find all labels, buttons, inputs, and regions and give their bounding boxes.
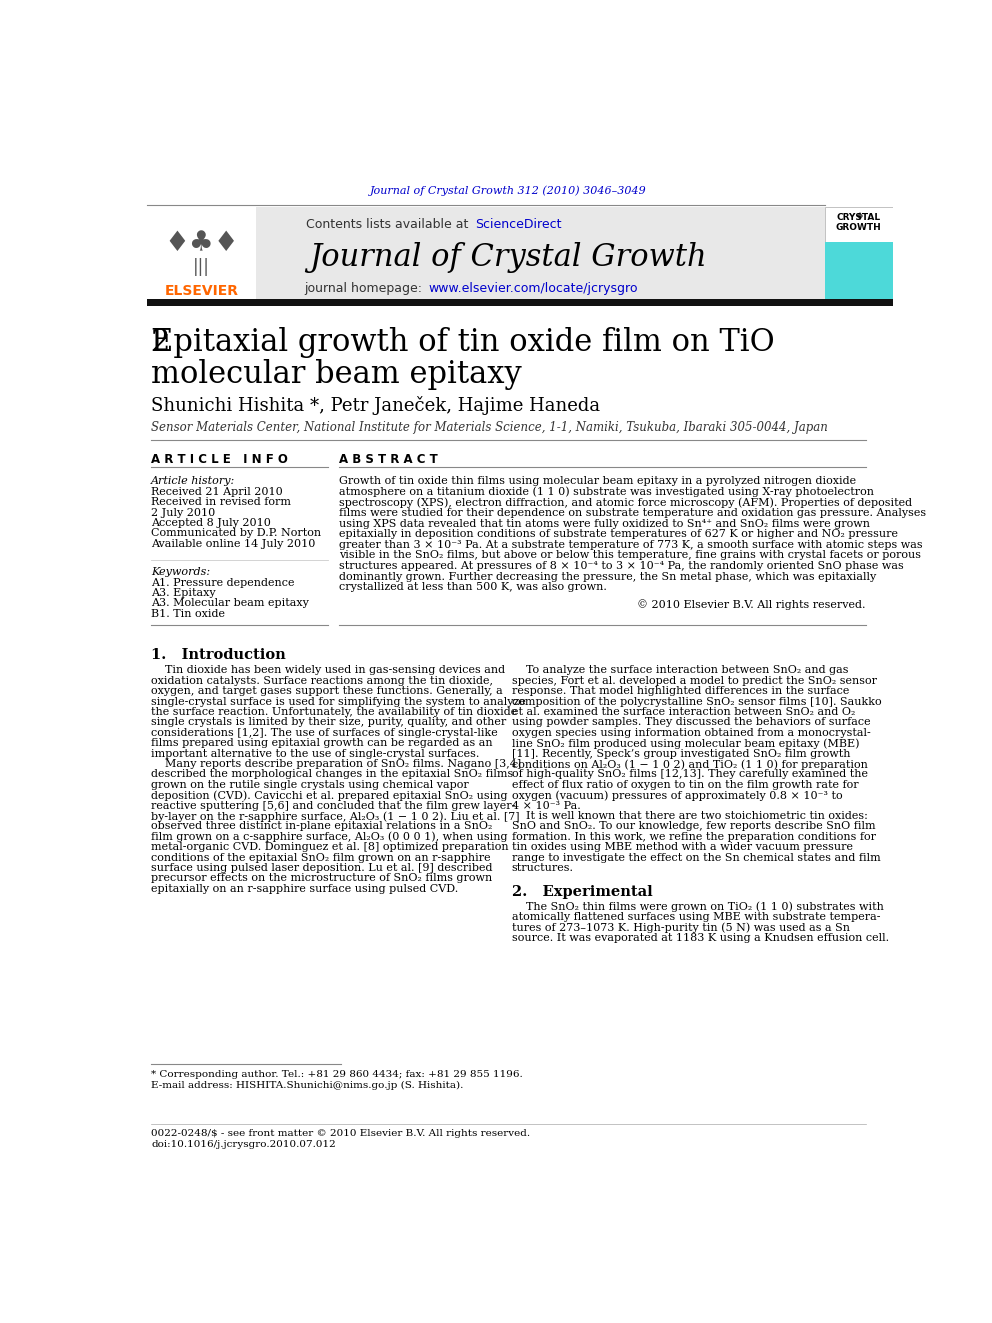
Text: oxidation catalysts. Surface reactions among the tin dioxide,: oxidation catalysts. Surface reactions a… [151, 676, 493, 685]
Text: observed three distinct in-plane epitaxial relations in a SnO₂: observed three distinct in-plane epitaxi… [151, 822, 492, 831]
Text: visible in the SnO₂ films, but above or below this temperature, fine grains with: visible in the SnO₂ films, but above or … [339, 550, 922, 561]
Text: atomically flattened surfaces using MBE with substrate tempera-: atomically flattened surfaces using MBE … [512, 912, 880, 922]
Text: Journal of Crystal Growth 312 (2010) 3046–3049: Journal of Crystal Growth 312 (2010) 304… [370, 185, 647, 196]
Text: www.elsevier.com/locate/jcrysgro: www.elsevier.com/locate/jcrysgro [429, 282, 638, 295]
Text: range to investigate the effect on the Sn chemical states and film: range to investigate the effect on the S… [512, 852, 880, 863]
Text: Communicated by D.P. Norton: Communicated by D.P. Norton [151, 528, 321, 538]
Text: using powder samples. They discussed the behaviors of surface: using powder samples. They discussed the… [512, 717, 870, 728]
Bar [147, 299, 893, 306]
Bar [147, 206, 825, 299]
Text: Many reports describe preparation of SnO₂ films. Nagano [3,4]: Many reports describe preparation of SnO… [151, 759, 522, 769]
Text: ♦♣♦: ♦♣♦ [165, 229, 239, 258]
Text: CRYSTAL
GROWTH: CRYSTAL GROWTH [836, 213, 882, 233]
Text: A3. Epitaxy: A3. Epitaxy [151, 587, 215, 598]
Text: composition of the polycrystalline SnO₂ sensor films [10]. Saukko: composition of the polycrystalline SnO₂ … [512, 697, 881, 706]
Text: ELSEVIER: ELSEVIER [165, 284, 238, 298]
Text: 2.   Experimental: 2. Experimental [512, 885, 653, 898]
Text: film grown on a c-sapphire surface, Al₂O₃ (0 0 0 1), when using: film grown on a c-sapphire surface, Al₂O… [151, 832, 508, 843]
Text: structures appeared. At pressures of 8 × 10⁻⁴ to 3 × 10⁻⁴ Pa, the randomly orien: structures appeared. At pressures of 8 ×… [339, 561, 904, 572]
Text: Received 21 April 2010: Received 21 April 2010 [151, 487, 283, 496]
Text: 4 × 10⁻³ Pa.: 4 × 10⁻³ Pa. [512, 800, 580, 811]
Bar [825, 242, 893, 299]
Text: B1. Tin oxide: B1. Tin oxide [151, 609, 225, 619]
Text: tures of 273–1073 K. High-purity tin (5 N) was used as a Sn: tures of 273–1073 K. High-purity tin (5 … [512, 922, 849, 933]
Text: doi:10.1016/j.jcrysgro.2010.07.012: doi:10.1016/j.jcrysgro.2010.07.012 [151, 1139, 336, 1148]
Text: epitaxially in deposition conditions of substrate temperatures of 627 K or highe: epitaxially in deposition conditions of … [339, 529, 899, 540]
Text: crystallized at less than 500 K, was also grown.: crystallized at less than 500 K, was als… [339, 582, 607, 593]
Text: atmosphere on a titanium dioxide (1 1 0) substrate was investigated using X-ray : atmosphere on a titanium dioxide (1 1 0)… [339, 487, 875, 497]
Text: 0022-0248/$ - see front matter © 2010 Elsevier B.V. All rights reserved.: 0022-0248/$ - see front matter © 2010 El… [151, 1129, 531, 1138]
Text: source. It was evaporated at 1183 K using a Knudsen effusion cell.: source. It was evaporated at 1183 K usin… [512, 933, 889, 943]
Text: ScienceDirect: ScienceDirect [475, 218, 561, 230]
Text: 2: 2 [151, 327, 171, 357]
Text: To analyze the surface interaction between SnO₂ and gas: To analyze the surface interaction betwe… [512, 665, 848, 676]
Text: films prepared using epitaxial growth can be regarded as an: films prepared using epitaxial growth ca… [151, 738, 493, 749]
Text: grown on the rutile single crystals using chemical vapor: grown on the rutile single crystals usin… [151, 779, 469, 790]
Text: conditions of the epitaxial SnO₂ film grown on an r-sapphire: conditions of the epitaxial SnO₂ film gr… [151, 852, 491, 863]
Text: epitaxially on an r-sapphire surface using pulsed CVD.: epitaxially on an r-sapphire surface usi… [151, 884, 458, 894]
Text: Tin dioxide has been widely used in gas-sensing devices and: Tin dioxide has been widely used in gas-… [151, 665, 505, 676]
Text: considerations [1,2]. The use of surfaces of single-crystal-like: considerations [1,2]. The use of surface… [151, 728, 498, 738]
Text: The SnO₂ thin films were grown on TiO₂ (1 1 0) substrates with: The SnO₂ thin films were grown on TiO₂ (… [512, 902, 883, 913]
Text: Epitaxial growth of tin oxide film on TiO: Epitaxial growth of tin oxide film on Ti… [151, 327, 775, 357]
Text: dominantly grown. Further decreasing the pressure, the Sn metal phase, which was: dominantly grown. Further decreasing the… [339, 572, 877, 582]
Text: et al. examined the surface interaction between SnO₂ and O₂: et al. examined the surface interaction … [512, 706, 855, 717]
Text: formation. In this work, we refine the preparation conditions for: formation. In this work, we refine the p… [512, 832, 876, 841]
Text: |||: ||| [193, 258, 210, 275]
Text: precursor effects on the microstructure of SnO₂ films grown: precursor effects on the microstructure … [151, 873, 492, 884]
Text: metal-organic CVD. Dominguez et al. [8] optimized preparation: metal-organic CVD. Dominguez et al. [8] … [151, 843, 509, 852]
Text: © 2010 Elsevier B.V. All rights reserved.: © 2010 Elsevier B.V. All rights reserved… [637, 599, 866, 610]
Text: 1.   Introduction: 1. Introduction [151, 648, 286, 662]
Text: oxygen (vacuum) pressures of approximately 0.8 × 10⁻³ to: oxygen (vacuum) pressures of approximate… [512, 790, 842, 800]
Text: species, Fort et al. developed a model to predict the SnO₂ sensor: species, Fort et al. developed a model t… [512, 676, 877, 685]
Text: using XPS data revealed that tin atoms were fully oxidized to Sn⁴⁺ and SnO₂ film: using XPS data revealed that tin atoms w… [339, 519, 870, 528]
Text: by-layer on the r-sapphire surface, Al₂O₃ (1 − 1 0 2). Liu et al. [7]: by-layer on the r-sapphire surface, Al₂O… [151, 811, 520, 822]
Text: films were studied for their dependence on substrate temperature and oxidation g: films were studied for their dependence … [339, 508, 927, 517]
Text: reactive sputtering [5,6] and concluded that the film grew layer-: reactive sputtering [5,6] and concluded … [151, 800, 516, 811]
Text: A1. Pressure dependence: A1. Pressure dependence [151, 578, 295, 587]
Text: Available online 14 July 2010: Available online 14 July 2010 [151, 538, 315, 549]
Bar [825, 206, 893, 299]
Text: oxygen species using information obtained from a monocrystal-: oxygen species using information obtaine… [512, 728, 870, 738]
Text: greater than 3 × 10⁻³ Pa. At a substrate temperature of 773 K, a smooth surface : greater than 3 × 10⁻³ Pa. At a substrate… [339, 540, 924, 550]
Text: A B S T R A C T: A B S T R A C T [339, 452, 438, 466]
Text: Shunichi Hishita *, Petr Janeček, Hajime Haneda: Shunichi Hishita *, Petr Janeček, Hajime… [151, 396, 600, 415]
Text: effect of flux ratio of oxygen to tin on the film growth rate for: effect of flux ratio of oxygen to tin on… [512, 779, 858, 790]
Text: SnO and SnO₂. To our knowledge, few reports describe SnO film: SnO and SnO₂. To our knowledge, few repo… [512, 822, 875, 831]
Text: structures.: structures. [512, 863, 573, 873]
Text: single crystals is limited by their size, purity, quality, and other: single crystals is limited by their size… [151, 717, 506, 728]
Text: important alternative to the use of single-crystal surfaces.: important alternative to the use of sing… [151, 749, 479, 758]
Text: Growth of tin oxide thin films using molecular beam epitaxy in a pyrolyzed nitro: Growth of tin oxide thin films using mol… [339, 476, 856, 486]
Bar [147, 206, 256, 299]
Text: surface using pulsed laser deposition. Lu et al. [9] described: surface using pulsed laser deposition. L… [151, 863, 493, 873]
Text: It is well known that there are two stoichiometric tin oxides:: It is well known that there are two stoi… [512, 811, 867, 822]
Text: ♦: ♦ [854, 212, 864, 221]
Text: Accepted 8 July 2010: Accepted 8 July 2010 [151, 519, 271, 528]
Text: Journal of Crystal Growth: Journal of Crystal Growth [310, 242, 707, 273]
Text: tin oxides using MBE method with a wider vacuum pressure: tin oxides using MBE method with a wider… [512, 843, 852, 852]
Text: A R T I C L E   I N F O: A R T I C L E I N F O [151, 452, 288, 466]
Text: 2 July 2010: 2 July 2010 [151, 508, 215, 517]
Text: A3. Molecular beam epitaxy: A3. Molecular beam epitaxy [151, 598, 309, 609]
Text: response. That model highlighted differences in the surface: response. That model highlighted differe… [512, 687, 849, 696]
Text: [11]. Recently, Speck’s group investigated SnO₂ film growth: [11]. Recently, Speck’s group investigat… [512, 749, 850, 758]
Text: Received in revised form: Received in revised form [151, 497, 291, 507]
Text: Article history:: Article history: [151, 476, 235, 486]
Text: deposition (CVD). Cavicchi et al. prepared epitaxial SnO₂ using: deposition (CVD). Cavicchi et al. prepar… [151, 790, 508, 800]
Text: of high-quality SnO₂ films [12,13]. They carefully examined the: of high-quality SnO₂ films [12,13]. They… [512, 770, 867, 779]
Text: molecular beam epitaxy: molecular beam epitaxy [151, 359, 522, 390]
Text: * Corresponding author. Tel.: +81 29 860 4434; fax: +81 29 855 1196.: * Corresponding author. Tel.: +81 29 860… [151, 1070, 523, 1078]
Text: Keywords:: Keywords: [151, 566, 210, 577]
Text: line SnO₂ film produced using molecular beam epitaxy (MBE): line SnO₂ film produced using molecular … [512, 738, 859, 749]
Text: E-mail address: HISHITA.Shunichi@nims.go.jp (S. Hishita).: E-mail address: HISHITA.Shunichi@nims.go… [151, 1081, 463, 1090]
Text: Sensor Materials Center, National Institute for Materials Science, 1-1, Namiki, : Sensor Materials Center, National Instit… [151, 421, 828, 434]
Text: single-crystal surface is used for simplifying the system to analyze: single-crystal surface is used for simpl… [151, 697, 526, 706]
Text: spectroscopy (XPS), electron diffraction, and atomic force microscopy (AFM). Pro: spectroscopy (XPS), electron diffraction… [339, 497, 913, 508]
Text: described the morphological changes in the epitaxial SnO₂ films: described the morphological changes in t… [151, 770, 514, 779]
Text: conditions on Al₂O₃ (1 − 1 0 2) and TiO₂ (1 1 0) for preparation: conditions on Al₂O₃ (1 − 1 0 2) and TiO₂… [512, 759, 867, 770]
Text: oxygen, and target gases support these functions. Generally, a: oxygen, and target gases support these f… [151, 687, 503, 696]
Text: the surface reaction. Unfortunately, the availability of tin dioxide: the surface reaction. Unfortunately, the… [151, 706, 518, 717]
Text: Contents lists available at: Contents lists available at [307, 218, 473, 230]
Text: journal homepage:: journal homepage: [305, 282, 427, 295]
